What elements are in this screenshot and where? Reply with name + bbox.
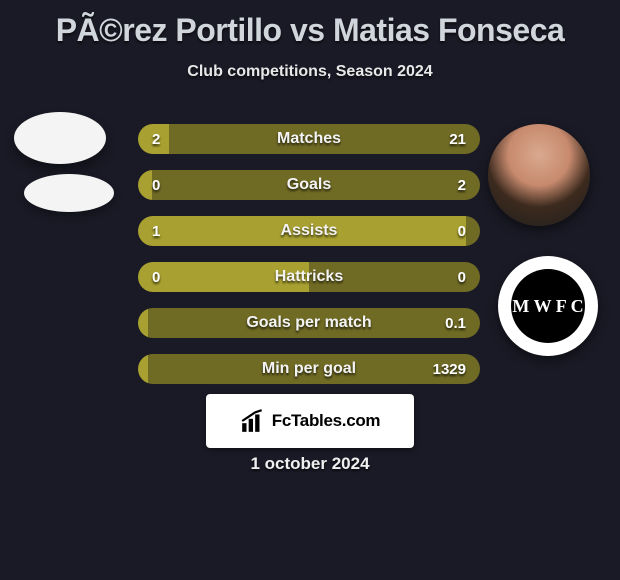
stat-row: Matches221: [138, 124, 480, 154]
chart-icon: [240, 408, 266, 434]
club-right-letters: M W F C: [512, 297, 583, 315]
club-left-avatar: [24, 174, 114, 212]
club-right-inner: M W F C: [511, 269, 585, 343]
date-label: 1 october 2024: [0, 454, 620, 474]
player-left-avatar: [14, 112, 106, 164]
watermark: FcTables.com: [206, 394, 414, 448]
club-right-avatar: M W F C: [498, 256, 598, 356]
stat-row: Goals per match0.1: [138, 308, 480, 338]
stat-row: Min per goal1329: [138, 354, 480, 384]
watermark-text: FcTables.com: [272, 411, 381, 431]
stat-row: Assists10: [138, 216, 480, 246]
page-title: PÃ©rez Portillo vs Matias Fonseca: [0, 0, 620, 49]
stat-row: Goals02: [138, 170, 480, 200]
subtitle: Club competitions, Season 2024: [0, 63, 620, 81]
stat-bars: Matches221 Goals02 Assists10 Hattricks00 Goa…: [138, 124, 480, 400]
stat-row: Hattricks00: [138, 262, 480, 292]
player-right-avatar: [488, 124, 590, 226]
